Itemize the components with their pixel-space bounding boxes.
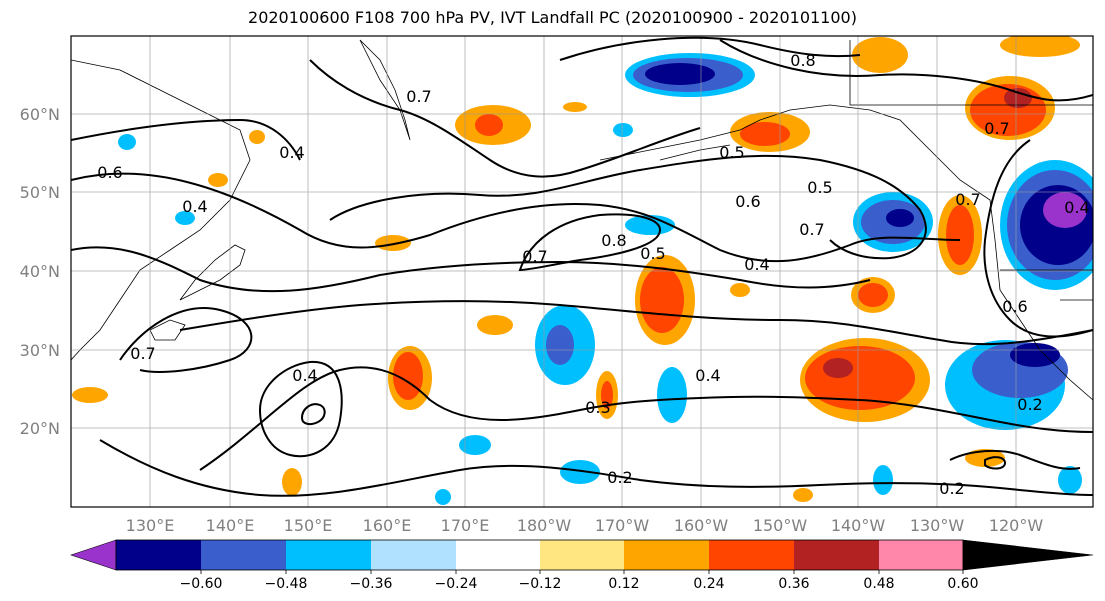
colorbar-segment xyxy=(70,539,117,571)
contour-label: 0.4 xyxy=(695,366,720,385)
colorbar-segment xyxy=(709,540,795,570)
colorbar-label: 0.12 xyxy=(608,576,639,592)
lon-label: 170°E xyxy=(441,516,490,535)
colorbar-label: −0.36 xyxy=(350,576,393,592)
contour-label: 0.5 xyxy=(640,244,665,263)
colorbar-segment xyxy=(879,540,963,570)
positive-anomaly-subtropic xyxy=(800,338,930,422)
lon-label: 140°W xyxy=(831,516,886,535)
colorbar-segment xyxy=(794,540,880,570)
positive-anomaly-central xyxy=(72,36,1080,502)
map-title: 2020100600 F108 700 hPa PV, IVT Landfall… xyxy=(248,8,857,27)
gridlines xyxy=(71,36,1093,507)
contour-label: 0.4 xyxy=(182,197,207,216)
colorbar-segment xyxy=(116,540,202,570)
contour-label: 0.6 xyxy=(97,163,122,182)
colorbar-label: 0.36 xyxy=(778,576,809,592)
contour-label: 0.4 xyxy=(292,366,317,385)
lon-label: 170°W xyxy=(595,516,650,535)
lat-label: 60°N xyxy=(20,105,60,124)
contour-label: 0.2 xyxy=(1017,395,1042,414)
colorbar-segment xyxy=(286,540,372,570)
contour-labels: 0.8 0.7 0.5 0.4 0.6 0.5 0.7 0.6 0.4 0.7 … xyxy=(97,51,1089,498)
contour-label: 0.6 xyxy=(735,192,760,211)
shaded-field xyxy=(72,36,1093,505)
coastlines xyxy=(71,39,1093,401)
negative-anomaly-central xyxy=(118,123,1082,505)
lon-label: 120°W xyxy=(989,516,1044,535)
colorbar-label: −0.60 xyxy=(180,576,223,592)
negative-anomaly-gulf-alaska xyxy=(853,192,933,252)
negative-anomaly-pnw xyxy=(1000,160,1093,290)
contour-label: 0.7 xyxy=(406,87,431,106)
contour-label: 0.7 xyxy=(984,119,1009,138)
lon-label: 150°E xyxy=(284,516,333,535)
colorbar-label: 0.24 xyxy=(693,576,724,592)
lon-label: 180°W xyxy=(517,516,572,535)
contour-label: 0.7 xyxy=(522,247,547,266)
lat-label: 50°N xyxy=(20,183,60,202)
contour-label: 0.2 xyxy=(939,479,964,498)
colorbar: −0.60 −0.48 −0.36 −0.24 −0.12 0.12 0.24 … xyxy=(70,539,1094,592)
contour-label: 0.5 xyxy=(719,143,744,162)
contour-label: 0.5 xyxy=(807,178,832,197)
colorbar-segment xyxy=(962,539,1094,571)
contour-label: 0.3 xyxy=(585,398,610,417)
colorbar-segment xyxy=(371,540,457,570)
contour-label: 0.4 xyxy=(744,255,769,274)
contour-label: 0.4 xyxy=(1064,198,1089,217)
contour-label: 0.7 xyxy=(130,344,155,363)
lon-label: 150°W xyxy=(753,516,808,535)
contour-label: 0.7 xyxy=(799,220,824,239)
colorbar-label: −0.48 xyxy=(265,576,308,592)
contour-label: 0.8 xyxy=(601,231,626,250)
longitude-labels: 130°E 140°E 150°E 160°E 170°E 180°W 170°… xyxy=(126,516,1044,535)
colorbar-segment xyxy=(201,540,287,570)
contour-label: 0.7 xyxy=(955,190,980,209)
contour-label: 0.6 xyxy=(1002,297,1027,316)
colorbar-segment xyxy=(540,540,626,570)
lat-label: 30°N xyxy=(20,341,60,360)
map-frame xyxy=(70,35,1094,508)
colorbar-label: −0.12 xyxy=(519,576,562,592)
colorbar-label: 0.60 xyxy=(947,576,978,592)
negative-anomaly-socal xyxy=(945,340,1068,430)
lon-label: 160°E xyxy=(363,516,412,535)
colorbar-label: 0.48 xyxy=(863,576,894,592)
lon-label: 130°E xyxy=(126,516,175,535)
lon-label: 160°W xyxy=(674,516,729,535)
contour-label: 0.4 xyxy=(279,143,304,162)
colorbar-segment xyxy=(456,540,542,570)
lon-label: 140°E xyxy=(206,516,255,535)
colorbar-segment xyxy=(624,540,710,570)
latitude-labels: 60°N 50°N 40°N 30°N 20°N xyxy=(20,105,60,438)
lat-label: 40°N xyxy=(20,262,60,281)
lat-label: 20°N xyxy=(20,419,60,438)
colorbar-label: −0.24 xyxy=(435,576,478,592)
negative-anomaly-nw-pacific xyxy=(625,53,755,97)
pv-contours xyxy=(71,36,1093,497)
lon-label: 130°W xyxy=(910,516,965,535)
contour-label: 0.2 xyxy=(607,468,632,487)
contour-label: 0.8 xyxy=(790,51,815,70)
